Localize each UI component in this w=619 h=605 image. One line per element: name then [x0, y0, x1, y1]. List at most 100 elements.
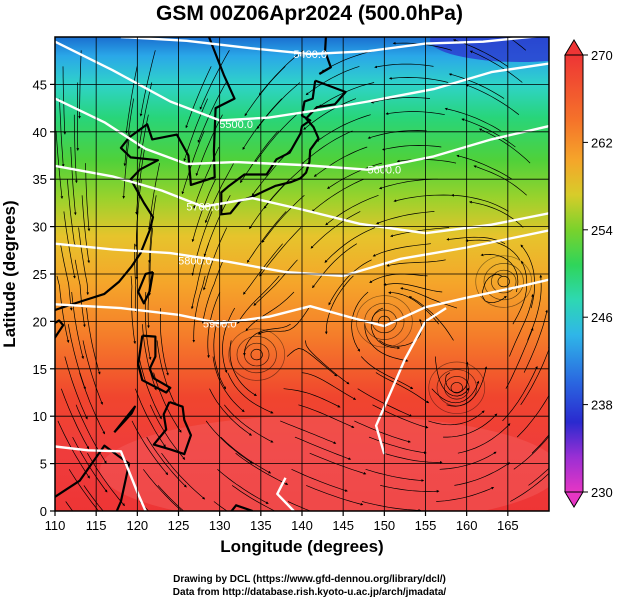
streamline — [82, 340, 103, 405]
streamline — [66, 179, 76, 248]
y-tick-label: 10 — [33, 409, 47, 424]
streamlines — [55, 37, 549, 511]
coastline — [230, 504, 253, 511]
streamline — [400, 287, 458, 309]
streamline — [312, 243, 357, 289]
streamline — [510, 472, 549, 502]
streamline — [207, 291, 221, 359]
y-tick-label: 45 — [33, 77, 47, 92]
streamline — [209, 388, 252, 436]
streamline — [159, 308, 169, 376]
colorbar-label: 254 — [591, 223, 613, 238]
streamline — [376, 211, 435, 225]
streamline — [520, 244, 535, 309]
streamline — [256, 82, 301, 130]
coastline — [55, 444, 131, 511]
y-tick-label: 35 — [33, 172, 47, 187]
streamline — [257, 307, 310, 335]
streamline — [473, 165, 527, 196]
x-tick-label: 135 — [250, 518, 272, 533]
vortex-ring — [483, 263, 524, 301]
streamline — [258, 50, 304, 96]
streamline — [78, 227, 90, 296]
streamline — [156, 340, 176, 406]
streamline — [195, 114, 223, 177]
streamline — [192, 275, 206, 343]
streamline — [380, 485, 440, 493]
streamline — [204, 162, 235, 224]
streamline — [286, 348, 338, 377]
streamline — [465, 84, 520, 115]
streamline — [389, 76, 449, 83]
coastline — [55, 37, 236, 312]
x-tick-label: 115 — [86, 518, 107, 533]
y-tick-label: 5 — [40, 457, 47, 472]
streamline — [153, 372, 182, 433]
vortex-ring — [475, 255, 533, 308]
contour-line — [120, 37, 543, 56]
y-tick-label: 30 — [33, 220, 47, 235]
streamline — [59, 98, 65, 167]
x-tick-label: 165 — [497, 518, 519, 533]
streamline — [354, 420, 411, 443]
x-ticks: 110 115 120 125 130 135 140 145 150 155 160 165 — [45, 511, 519, 533]
streamline — [237, 275, 280, 324]
streamline — [217, 469, 269, 504]
x-tick-label: 110 — [45, 518, 66, 533]
streamline — [203, 227, 228, 291]
credit-drawing: Drawing by DCL (https://www.gfd-dennou.o… — [173, 574, 446, 585]
colorbar-body — [564, 54, 584, 493]
streamline — [507, 37, 527, 51]
streamline — [73, 114, 78, 184]
warm-pool-south — [100, 415, 549, 511]
streamline — [64, 356, 88, 420]
streamline — [133, 243, 137, 313]
streamline — [393, 194, 453, 203]
colorbar-label: 246 — [591, 310, 613, 325]
streamline — [436, 486, 495, 502]
streamline — [86, 308, 101, 375]
streamline — [516, 394, 549, 438]
streamline — [70, 146, 77, 216]
streamline — [191, 211, 213, 276]
x-tick-label: 160 — [456, 518, 478, 533]
streamline — [62, 66, 67, 135]
streamline — [144, 291, 152, 360]
streamline — [224, 404, 274, 443]
x-tick-label: 155 — [415, 518, 437, 533]
streamline — [428, 410, 485, 426]
colorbar-top-cap — [564, 39, 584, 56]
streamline — [191, 179, 216, 243]
contour-label: 5400.0 — [293, 49, 327, 61]
streamline — [245, 291, 295, 332]
streamline — [227, 372, 274, 414]
x-tick-label: 150 — [373, 518, 395, 533]
contour-line — [55, 445, 147, 511]
streamline — [520, 345, 549, 405]
streamline — [324, 275, 354, 335]
vortex-ring — [436, 369, 477, 407]
streamline — [512, 260, 528, 325]
streamline — [201, 259, 224, 324]
streamline — [301, 372, 357, 400]
y-axis-label: Latitude (degrees) — [0, 200, 19, 348]
vortex-ring — [497, 275, 510, 288]
streamline — [254, 114, 297, 164]
streamline — [443, 413, 498, 438]
streamline — [72, 436, 108, 493]
x-axis-label: Longitude (degrees) — [220, 537, 384, 556]
streamline — [324, 227, 376, 263]
streamline — [213, 501, 228, 511]
streamline — [205, 420, 253, 464]
streamline — [280, 420, 337, 444]
streamline — [446, 236, 506, 245]
streamline — [509, 293, 534, 357]
streamline — [147, 163, 160, 231]
streamline — [531, 434, 549, 454]
streamline — [505, 327, 534, 389]
streamline — [291, 468, 348, 492]
streamline — [55, 130, 64, 199]
streamline — [528, 467, 549, 486]
coastline — [113, 405, 136, 434]
y-tick-label: 25 — [33, 267, 47, 282]
